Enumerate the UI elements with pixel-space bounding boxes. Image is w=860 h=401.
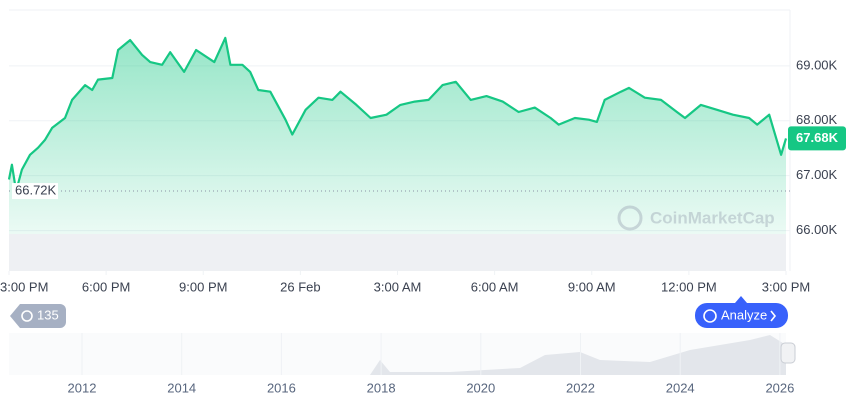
button-text: Analyze (721, 307, 767, 322)
navigator-label: 2024 (666, 380, 695, 395)
x-tick-label: 9:00 PM (179, 279, 227, 294)
y-tick-label: 68.00K (796, 112, 838, 127)
navigator-label: 2026 (765, 380, 794, 395)
x-tick-label: 3:00 PM (762, 279, 810, 294)
last-price-tag (788, 126, 846, 151)
price-line (7, 36, 788, 193)
x-tick-label: 3:00 AM (374, 279, 422, 294)
x-tick-label: 12:00 PM (661, 279, 717, 294)
navigator-label: 2014 (167, 380, 196, 395)
x-tick-label: 26 Feb (280, 279, 320, 294)
x-tick-label: 6:00 AM (471, 279, 519, 294)
watermark-text: CoinMarketCap (650, 208, 775, 227)
y-tick-label: 67.00K (796, 167, 838, 182)
navigator-label: 2016 (267, 380, 296, 395)
watermark: CoinMarketCap (617, 205, 775, 231)
low-price-bg (12, 183, 58, 200)
last-price-label: 67.68K (796, 130, 839, 145)
low-price-label: 66.72K (15, 182, 57, 197)
navigator-label: 2012 (68, 380, 97, 395)
x-tick-label: 3:00 PM (0, 279, 48, 294)
price-area (9, 37, 786, 270)
volume-band (9, 234, 786, 271)
badge-text: 135 (37, 307, 59, 322)
history-badge[interactable]: 135 (10, 304, 66, 328)
navigator-label: 2018 (367, 380, 396, 395)
x-tick-label: 6:00 PM (82, 279, 130, 294)
navigator-label: 2022 (566, 380, 595, 395)
x-tick-label: 9:00 AM (568, 279, 616, 294)
navigator-label: 2020 (466, 380, 495, 395)
analyze-button[interactable]: Analyze (695, 296, 788, 328)
navigator-handle[interactable] (780, 342, 796, 364)
y-tick-label: 69.00K (796, 57, 838, 72)
navigator-area (9, 335, 786, 375)
y-tick-label: 66.00K (796, 222, 838, 237)
